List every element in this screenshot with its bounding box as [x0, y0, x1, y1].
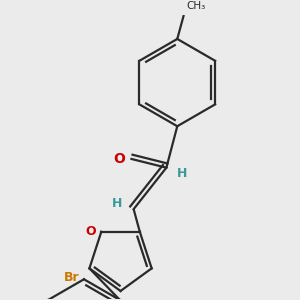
- Text: H: H: [177, 167, 188, 180]
- Text: CH₃: CH₃: [186, 1, 205, 10]
- Text: O: O: [113, 152, 125, 166]
- Text: Br: Br: [64, 271, 80, 284]
- Text: O: O: [85, 225, 96, 238]
- Text: H: H: [112, 197, 123, 210]
